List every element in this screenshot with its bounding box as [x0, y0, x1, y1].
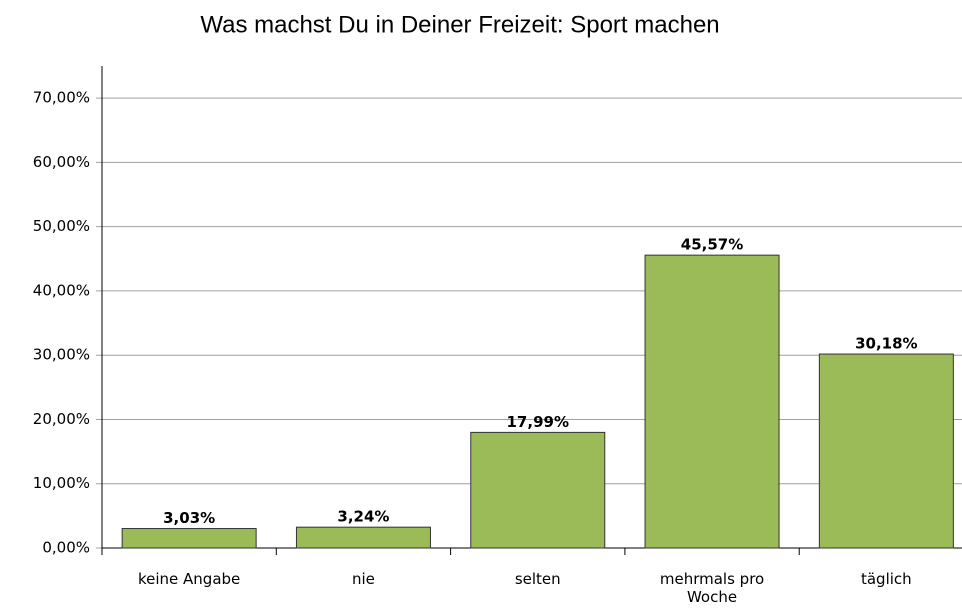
y-tick-label: 0,00% [42, 539, 90, 557]
x-tick-label: täglich [860, 570, 912, 588]
y-tick-label: 10,00% [33, 474, 90, 492]
chart-title: Was machst Du in Deiner Freizeit: Sport … [200, 11, 719, 38]
bar [121, 528, 257, 549]
x-tick-label: keine Angabe [137, 570, 241, 588]
x-tick-label: mehrmals pro Woche [659, 570, 765, 606]
data-label: 3,03% [163, 509, 215, 527]
y-tick-label: 20,00% [33, 410, 90, 428]
bar [295, 526, 431, 549]
y-tick-label: 40,00% [33, 281, 90, 299]
y-tick-label: 30,00% [33, 346, 90, 364]
x-tick-label: nie [351, 570, 375, 588]
data-label: 45,57% [681, 236, 743, 254]
y-tick-label: 60,00% [33, 153, 90, 171]
bar [818, 353, 954, 549]
bar [644, 254, 780, 549]
bar [470, 431, 606, 549]
data-label: 3,24% [337, 508, 389, 526]
data-label: 30,18% [855, 335, 917, 353]
x-tick-label: selten [514, 570, 561, 588]
y-tick-label: 50,00% [33, 217, 90, 235]
data-label: 17,99% [507, 413, 569, 431]
y-tick-label: 70,00% [33, 89, 90, 107]
